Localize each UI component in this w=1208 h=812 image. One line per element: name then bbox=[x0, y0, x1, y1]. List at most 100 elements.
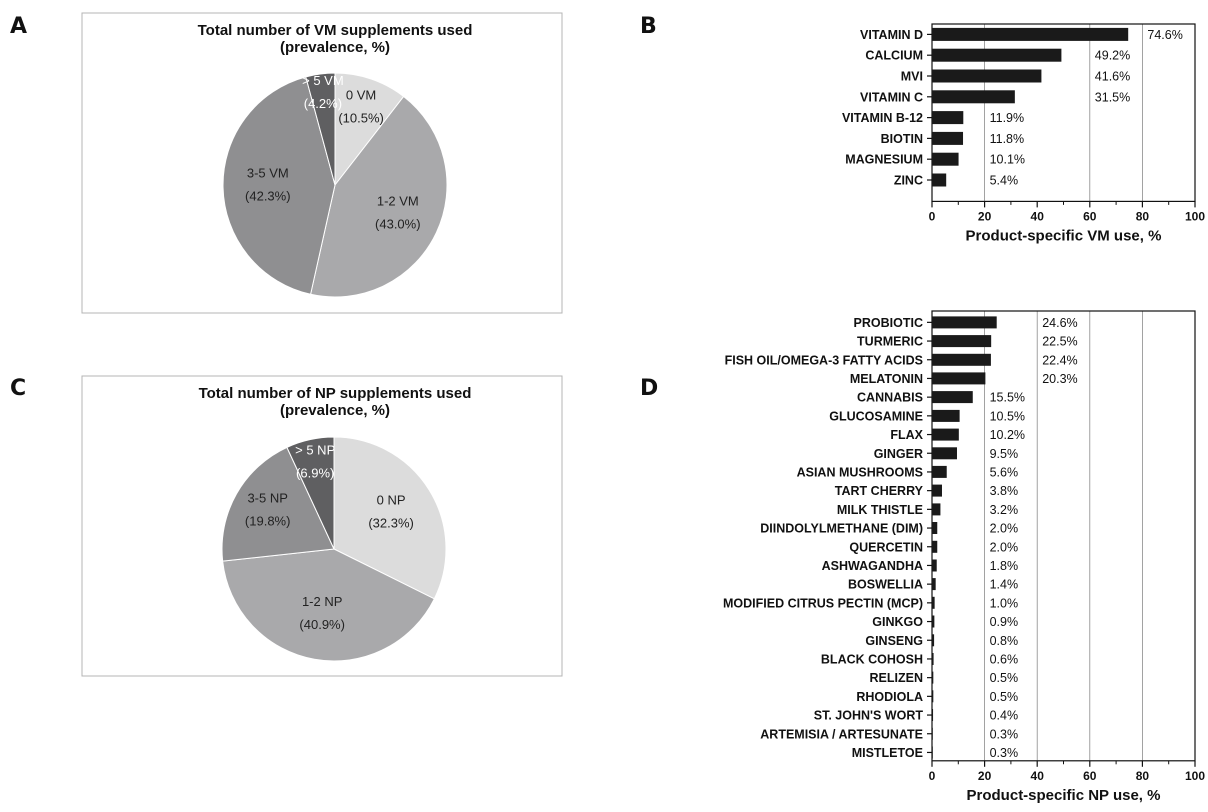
value-label: 0.5% bbox=[990, 690, 1019, 704]
slice-percent-label: (4.2%) bbox=[304, 96, 342, 111]
value-label: 0.8% bbox=[990, 634, 1019, 648]
value-labels: 24.6% 22.5% 22.4% 20.3% 15.5% 10.5% 10.2% 9.5% 5… bbox=[990, 316, 1078, 760]
x-tick-label: 60 bbox=[1083, 769, 1097, 783]
slice-percent-label: (6.9%) bbox=[296, 466, 334, 481]
x-tick-label: 60 bbox=[1083, 209, 1097, 223]
slice-label: 1-2 VM bbox=[377, 194, 419, 209]
bar-mvi bbox=[932, 69, 1042, 83]
bar-zinc bbox=[932, 173, 947, 187]
category-label: ARTEMISIA / ARTESUNATE bbox=[760, 727, 923, 741]
slice-label: 0 VM bbox=[346, 88, 376, 103]
bar-artemisia-artesunate bbox=[932, 727, 933, 740]
category-label: PROBIOTIC bbox=[854, 316, 923, 330]
category-label: MVI bbox=[901, 70, 923, 84]
category-label: MELATONIN bbox=[850, 372, 923, 386]
bar-vitamin-b-12 bbox=[932, 111, 964, 125]
value-label: 11.9% bbox=[990, 111, 1025, 125]
bar-black-cohosh bbox=[932, 653, 934, 665]
value-label: 24.6% bbox=[1042, 316, 1077, 330]
bar-vitamin-d bbox=[932, 27, 1129, 41]
value-label: 0.3% bbox=[990, 727, 1019, 741]
value-label: 0.6% bbox=[990, 652, 1019, 666]
slice-percent-label: (10.5%) bbox=[338, 111, 384, 126]
panel-letter-b: B bbox=[640, 14, 657, 39]
value-label: 1.4% bbox=[990, 578, 1019, 592]
x-tick-label: 40 bbox=[1031, 209, 1045, 223]
category-label: CALCIUM bbox=[865, 49, 923, 63]
value-label: 1.0% bbox=[990, 596, 1019, 610]
slice-label: > 5 VM bbox=[302, 73, 344, 88]
value-label: 15.5% bbox=[990, 391, 1025, 405]
category-label: VITAMIN C bbox=[860, 90, 923, 104]
pie-slices bbox=[222, 72, 448, 298]
value-label: 0.9% bbox=[990, 615, 1019, 629]
bar-modified-citrus-pectin-mcp bbox=[932, 596, 935, 609]
category-label: GINGER bbox=[874, 447, 923, 461]
gridlines bbox=[984, 311, 1143, 761]
category-label: VITAMIN B-12 bbox=[842, 111, 923, 125]
pie-slice-1-2-vm bbox=[309, 95, 448, 298]
slice-percent-label: (40.9%) bbox=[299, 617, 345, 632]
slice-label: 3-5 VM bbox=[247, 166, 289, 181]
bar-milk-thistle bbox=[932, 503, 941, 516]
category-label: RHODIOLA bbox=[856, 690, 923, 704]
category-label: TURMERIC bbox=[857, 335, 923, 349]
category-label: GLUCOSAMINE bbox=[829, 409, 923, 423]
slice-label: 0 NP bbox=[377, 493, 406, 508]
bar-st-john-s-wort bbox=[932, 709, 934, 721]
category-label: RELIZEN bbox=[870, 671, 923, 685]
chart-subtitle: (prevalence, %) bbox=[280, 39, 390, 56]
category-label: BLACK COHOSH bbox=[821, 652, 923, 666]
category-label: ASIAN MUSHROOMS bbox=[797, 465, 923, 479]
category-labels: VITAMIN D CALCIUM MVI VITAMIN C VITAMIN B-12… bbox=[842, 28, 923, 188]
bar-quercetin bbox=[932, 540, 938, 553]
x-tick-label: 100 bbox=[1185, 769, 1205, 783]
category-label: ASHWAGANDHA bbox=[822, 559, 923, 573]
bar-ginger bbox=[932, 447, 957, 460]
slice-label: > 5 NP bbox=[295, 443, 335, 458]
value-label: 9.5% bbox=[990, 447, 1019, 461]
category-label: TART CHERRY bbox=[835, 484, 924, 498]
x-axis-ticks: 0 20 40 60 80 100 bbox=[929, 201, 1205, 223]
slice-percent-label: (19.8%) bbox=[245, 514, 291, 529]
x-tick-label: 100 bbox=[1185, 209, 1205, 223]
bar-mistletoe bbox=[932, 746, 933, 759]
pie-labels: 0 NP (32.3%) 1-2 NP (40.9%) 3-5 NP (19.8%) > 5… bbox=[245, 443, 414, 633]
bar-ashwagandha bbox=[932, 559, 937, 572]
value-label: 10.2% bbox=[990, 428, 1025, 442]
category-label: MAGNESIUM bbox=[845, 153, 923, 167]
x-axis-ticks: 0 20 40 60 80 100 bbox=[929, 760, 1205, 783]
pie-slice-1-2-np bbox=[222, 548, 435, 662]
category-label: MODIFIED CITRUS PECTIN (MCP) bbox=[723, 596, 923, 610]
value-label: 10.1% bbox=[990, 153, 1025, 167]
bar-calcium bbox=[932, 48, 1062, 62]
category-label: DIINDOLYLMETHANE (DIM) bbox=[760, 522, 923, 536]
bars bbox=[927, 316, 997, 759]
x-tick-label: 0 bbox=[929, 209, 936, 223]
category-label: BIOTIN bbox=[881, 132, 923, 146]
pie-slice-0-np bbox=[333, 436, 447, 600]
bar-glucosamine bbox=[932, 409, 960, 422]
chart-title: Total number of VM supplements used bbox=[198, 22, 473, 39]
slice-percent-label: (32.3%) bbox=[368, 516, 414, 531]
category-label: VITAMIN D bbox=[860, 28, 923, 42]
bar-flax bbox=[932, 428, 959, 441]
value-label: 31.5% bbox=[1095, 90, 1130, 104]
value-label: 0.5% bbox=[990, 671, 1019, 685]
x-axis-label: Product-specific NP use, % bbox=[967, 787, 1161, 804]
category-label: BOSWELLIA bbox=[848, 578, 923, 592]
chart-subtitle: (prevalence, %) bbox=[280, 402, 390, 419]
bar-boswellia bbox=[932, 578, 936, 591]
slice-percent-label: (43.0%) bbox=[375, 217, 421, 232]
bar-rhodiola bbox=[932, 690, 934, 703]
bar-diindolylmethane-dim bbox=[932, 522, 938, 534]
pie-slice-3-5-vm bbox=[222, 76, 336, 295]
panel-letter-a: A bbox=[10, 14, 28, 39]
category-label: ZINC bbox=[894, 174, 923, 188]
value-label: 74.6% bbox=[1147, 28, 1182, 42]
bar-tart-cherry bbox=[932, 484, 942, 497]
category-labels: PROBIOTIC TURMERIC FISH OIL/OMEGA-3 FATTY … bbox=[723, 316, 924, 760]
category-label: GINSENG bbox=[865, 634, 923, 648]
